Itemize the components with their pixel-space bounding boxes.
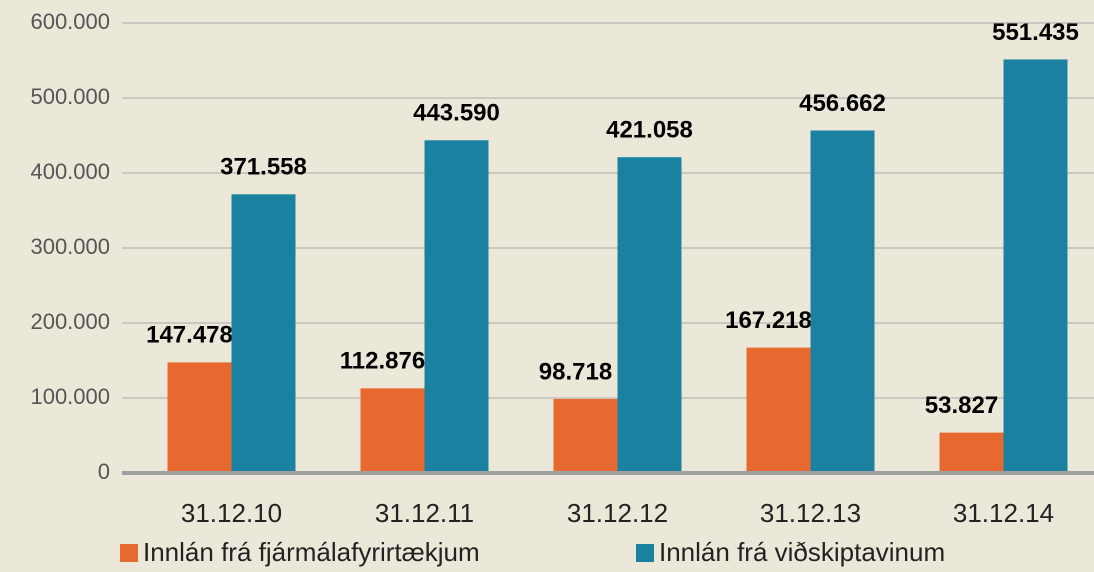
- data-label: 421.058: [606, 117, 693, 144]
- data-label: 147.478: [146, 322, 233, 349]
- x-tick-label: 31.12.12: [567, 498, 668, 528]
- y-tick-label: 500.000: [30, 84, 110, 109]
- bar: [810, 130, 875, 474]
- data-label: 443.590: [413, 100, 500, 127]
- bar: [1003, 59, 1068, 474]
- y-tick-label: 600.000: [30, 9, 110, 34]
- x-tick-label: 31.12.14: [953, 498, 1054, 528]
- data-label: 167.218: [725, 307, 812, 334]
- x-tick-label: 31.12.10: [181, 498, 282, 528]
- data-label: 551.435: [992, 19, 1079, 46]
- data-label: 53.827: [925, 392, 998, 419]
- data-label: 98.718: [539, 358, 612, 385]
- bar: [553, 398, 618, 473]
- data-label: 456.662: [799, 90, 886, 117]
- bar: [746, 347, 811, 473]
- legend-swatch: [636, 544, 654, 562]
- y-tick-label: 400.000: [30, 159, 110, 184]
- bar: [231, 194, 296, 474]
- legend-label: Innlán frá viðskiptavinum: [659, 537, 945, 567]
- legend-label: Innlán frá fjármálafyrirtækjum: [143, 537, 480, 567]
- legend-swatch: [120, 544, 138, 562]
- y-tick-label: 200.000: [30, 309, 110, 334]
- y-tick-label: 100.000: [30, 384, 110, 409]
- data-label: 371.558: [220, 154, 307, 181]
- x-tick-label: 31.12.13: [760, 498, 861, 528]
- bar: [939, 432, 1004, 473]
- data-label: 112.876: [340, 348, 425, 375]
- bar: [424, 140, 489, 473]
- bar: [617, 157, 682, 474]
- bar: [167, 362, 232, 473]
- y-tick-label: 300.000: [30, 234, 110, 259]
- bar: [360, 388, 425, 473]
- x-tick-label: 31.12.11: [375, 498, 474, 528]
- y-tick-label: 0: [98, 459, 110, 484]
